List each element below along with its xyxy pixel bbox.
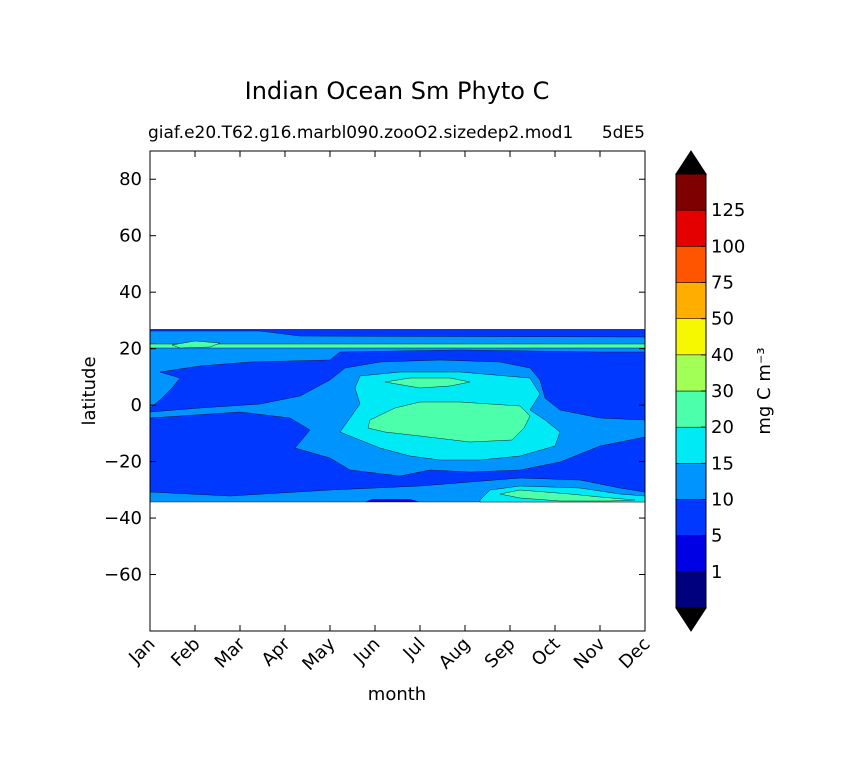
y-tick-label: 20 — [119, 339, 142, 360]
colorbar-extend-min — [676, 608, 706, 631]
colorbar-tick-label: 100 — [711, 236, 745, 257]
y-tick-label: 80 — [119, 169, 142, 190]
chart-subtitle-left: giaf.e20.T62.g16.marbl090.zooO2.sizedep2… — [148, 123, 573, 143]
colorbar-band — [676, 536, 706, 572]
x-tick-label: Aug — [435, 634, 475, 674]
contour-level-20-30-line — [150, 344, 645, 348]
plot-area: Jan Feb Mar Apr May Jun Jul Aug Sep Oct Nov Dec 80 6… — [104, 151, 655, 675]
x-tick-label: Jun — [349, 634, 384, 669]
colorbar-tick-label: 125 — [711, 200, 745, 221]
chart-subtitle-right: 5dE5 — [602, 123, 645, 143]
colorbar-band — [676, 174, 706, 210]
colorbar-label: mg C m⁻³ — [754, 347, 775, 434]
y-tick-label: −60 — [104, 565, 142, 586]
colorbar-tick-label: 1 — [711, 562, 722, 583]
colorbar-band — [676, 319, 706, 355]
x-tick-label: May — [298, 633, 339, 674]
contour-fills — [150, 329, 645, 502]
colorbar-tick-label: 30 — [711, 381, 734, 402]
colorbar-tick-label: 20 — [711, 417, 734, 438]
y-tick-label: 40 — [119, 282, 142, 303]
y-tick-label: −20 — [104, 452, 142, 473]
chart-title: Indian Ocean Sm Phyto C — [245, 77, 550, 105]
colorbar-tick-label: 5 — [711, 526, 722, 547]
x-tick-label: Oct — [528, 634, 565, 671]
x-axis-label: month — [368, 684, 426, 705]
colorbar-tick-label: 10 — [711, 490, 734, 511]
colorbar-tick-label: 50 — [711, 309, 734, 330]
x-tick-label: Jul — [399, 634, 430, 665]
colorbar-tick-label: 15 — [711, 453, 734, 474]
y-tick-label: 60 — [119, 226, 142, 247]
x-tick-label: Apr — [258, 633, 295, 670]
colorbar-tick-label: 75 — [711, 273, 734, 294]
colorbar-band — [676, 463, 706, 499]
colorbar-band — [676, 427, 706, 463]
colorbar-band — [676, 391, 706, 427]
x-tick-label: Jan — [124, 634, 159, 669]
x-tick-label: Feb — [167, 634, 204, 671]
y-tick-label: −40 — [104, 508, 142, 529]
x-tick-label: Nov — [570, 633, 610, 673]
colorbar-band — [676, 283, 706, 319]
x-tick-label: Dec — [615, 634, 654, 673]
colorbar-band — [676, 572, 706, 608]
colorbar-extend-max — [676, 151, 706, 174]
colorbar-band — [676, 355, 706, 391]
x-tick-label: Sep — [481, 634, 520, 673]
y-tick-label: 0 — [131, 395, 142, 416]
x-tick-label: Mar — [211, 633, 250, 672]
colorbar-tick-label: 40 — [711, 345, 734, 366]
colorbar-band — [676, 210, 706, 246]
y-axis-label: latitude — [79, 356, 100, 425]
colorbar-band — [676, 246, 706, 282]
colorbar-band — [676, 500, 706, 536]
